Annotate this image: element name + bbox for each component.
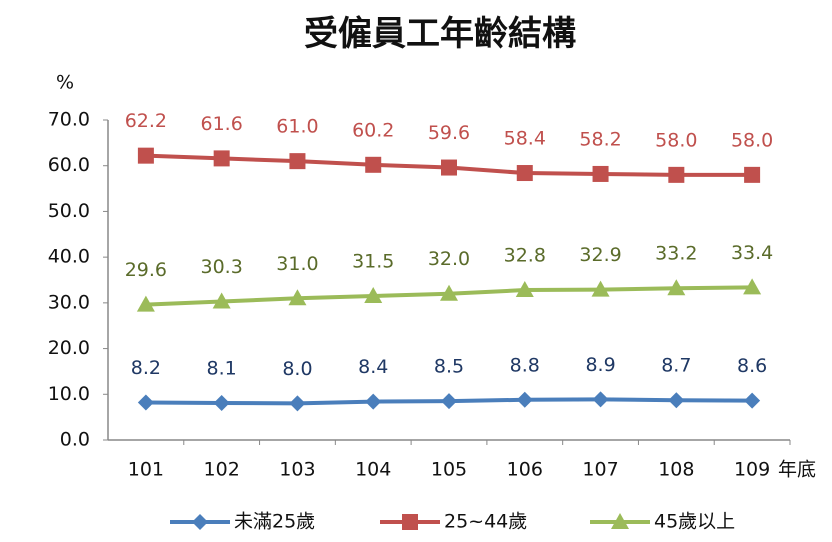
marker — [192, 514, 208, 530]
data-label: 58.2 — [579, 128, 621, 150]
data-label: 58.0 — [655, 129, 697, 151]
data-label: 58.0 — [731, 129, 773, 151]
data-label: 61.6 — [201, 113, 243, 135]
marker — [441, 159, 457, 176]
data-label: 61.0 — [276, 116, 318, 138]
data-label: 62.2 — [125, 110, 167, 132]
data-label: 32.9 — [579, 244, 621, 266]
chart-title: 受僱員工年齡結構 — [304, 14, 576, 54]
data-label: 29.6 — [125, 259, 167, 281]
data-label: 60.2 — [352, 119, 394, 141]
data-label: 58.4 — [504, 128, 546, 150]
x-tick-label: 109 — [734, 459, 770, 481]
marker — [213, 150, 230, 167]
data-label: 8.2 — [131, 357, 161, 379]
x-tick-label: 106 — [507, 459, 543, 481]
marker — [592, 165, 609, 182]
data-label: 8.8 — [510, 354, 540, 376]
data-label: 59.6 — [428, 122, 470, 144]
data-label: 8.1 — [207, 357, 237, 379]
data-label: 33.4 — [731, 242, 773, 264]
marker — [591, 280, 610, 297]
y-axis-label: % — [56, 72, 74, 94]
y-tick-label: 60.0 — [48, 154, 90, 176]
marker — [592, 391, 609, 408]
y-tick-label: 30.0 — [48, 291, 90, 313]
marker — [668, 166, 685, 183]
y-tick-label: 50.0 — [48, 200, 90, 222]
marker — [402, 514, 418, 530]
data-label: 8.5 — [434, 356, 464, 378]
x-tick-label: 101 — [128, 459, 164, 481]
marker — [289, 395, 306, 412]
data-label: 32.8 — [504, 245, 546, 267]
y-tick-label: 10.0 — [48, 383, 90, 405]
marker — [744, 166, 761, 183]
data-label: 8.0 — [282, 358, 312, 380]
y-tick-label: 70.0 — [48, 109, 90, 131]
marker — [137, 147, 154, 164]
x-tick-label: 105 — [431, 459, 467, 481]
data-label: 31.5 — [352, 251, 394, 273]
marker — [212, 292, 231, 309]
x-tick-label: 108 — [658, 459, 694, 481]
marker — [516, 165, 533, 182]
marker — [213, 394, 230, 411]
data-label: 8.6 — [737, 355, 767, 377]
x-tick-label: 104 — [355, 459, 391, 481]
marker — [441, 393, 457, 410]
marker — [365, 156, 382, 173]
data-label: 31.0 — [276, 253, 318, 275]
marker — [137, 394, 154, 411]
data-label: 33.2 — [655, 243, 697, 265]
y-tick-label: 20.0 — [48, 337, 90, 359]
data-label: 32.0 — [428, 248, 470, 270]
legend-label: 45歲以上 — [654, 511, 735, 533]
marker — [288, 289, 307, 306]
marker — [365, 393, 382, 410]
data-label: 8.9 — [585, 354, 615, 376]
marker — [364, 287, 383, 303]
legend-label: 25~44歲 — [444, 511, 527, 533]
marker — [611, 513, 629, 529]
x-tick-label: 107 — [582, 459, 618, 481]
marker — [136, 295, 155, 312]
marker — [667, 279, 686, 296]
marker — [440, 284, 458, 301]
x-tick-label: 103 — [279, 459, 315, 481]
legend-label: 未滿25歲 — [234, 511, 315, 533]
data-label: 8.7 — [661, 355, 691, 377]
y-tick-label: 40.0 — [48, 246, 90, 268]
marker — [516, 391, 533, 408]
data-label: 8.4 — [358, 356, 388, 378]
marker — [743, 278, 762, 295]
y-tick-label: 0.0 — [60, 429, 90, 451]
x-axis-label: 年底 — [778, 459, 816, 481]
marker — [744, 392, 761, 409]
marker — [668, 392, 685, 409]
x-tick-label: 102 — [204, 459, 240, 481]
marker — [515, 281, 534, 298]
data-label: 30.3 — [201, 256, 243, 278]
marker — [289, 153, 306, 170]
